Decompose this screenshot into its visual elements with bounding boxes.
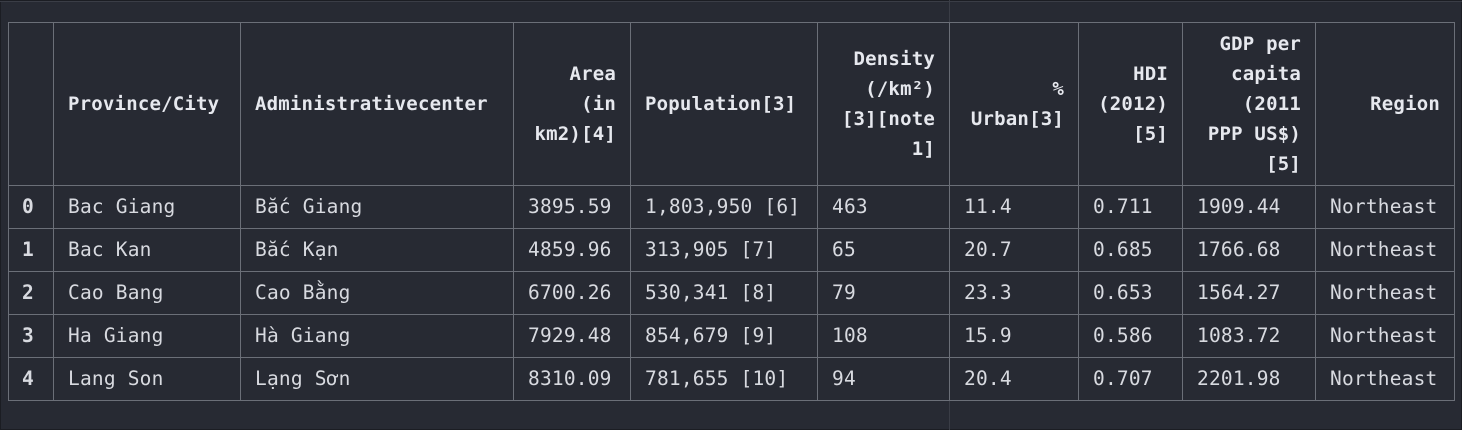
table-cell: 781,655 [10]: [630, 357, 818, 401]
header-line: (/km²): [865, 78, 935, 100]
table-cell: Bac Giang: [53, 185, 241, 229]
column-header: Population[3]: [630, 22, 818, 186]
table-cell: 23.3: [949, 271, 1079, 315]
table-cell: Ha Giang: [53, 314, 241, 358]
table-cell: 463: [817, 185, 950, 229]
table-row: 2 Cao Bang Cao Bằng 6700.26 530,341 [8] 79 23.…: [8, 271, 1455, 315]
table-cell: 0.586: [1078, 314, 1183, 358]
column-header: Region: [1315, 22, 1455, 186]
header-line: capita: [1231, 63, 1301, 85]
row-index: 1: [8, 228, 54, 272]
table-cell: 0.711: [1078, 185, 1183, 229]
row-index: 2: [8, 271, 54, 315]
header-line: 1]: [911, 138, 935, 160]
column-header: Density (/km²) [3][note 1]: [817, 22, 950, 186]
table-cell: 20.7: [949, 228, 1079, 272]
column-header: % Urban[3]: [949, 22, 1079, 186]
table-cell: 11.4: [949, 185, 1079, 229]
table-cell: 313,905 [7]: [630, 228, 818, 272]
table-cell: 94: [817, 357, 950, 401]
table-cell: 1909.44: [1182, 185, 1316, 229]
header-line: [5]: [1266, 153, 1301, 175]
table-cell: Cao Bằng: [240, 271, 514, 315]
header-line: Urban[3]: [970, 108, 1064, 130]
header-line: %: [1052, 78, 1064, 100]
header-line: HDI: [1133, 63, 1168, 85]
table-cell: 0.707: [1078, 357, 1183, 401]
table-cell: Northeast: [1315, 357, 1455, 401]
table-cell: 530,341 [8]: [630, 271, 818, 315]
column-header: Area (in km2)[4]: [513, 22, 631, 186]
table-cell: 8310.09: [513, 357, 631, 401]
row-index: 3: [8, 314, 54, 358]
table-row: 3 Ha Giang Hà Giang 7929.48 854,679 [9] 108 15…: [8, 314, 1455, 358]
table-cell: Northeast: [1315, 228, 1455, 272]
table-row: 1 Bac Kan Bắc Kạn 4859.96 313,905 [7] 65 20.7 0…: [8, 228, 1455, 272]
table-cell: 0.685: [1078, 228, 1183, 272]
table-cell: 108: [817, 314, 950, 358]
column-header: Administrativecenter: [240, 22, 514, 186]
header-line: GDP per: [1219, 33, 1301, 55]
header-line: km2)[4]: [534, 123, 616, 145]
table-cell: Northeast: [1315, 185, 1455, 229]
column-header: Province/City: [53, 22, 241, 186]
table-cell: 4859.96: [513, 228, 631, 272]
dataframe-table: Province/City Administrativecenter Area …: [8, 22, 1455, 401]
table-cell: 1564.27: [1182, 271, 1316, 315]
table-cell: 2201.98: [1182, 357, 1316, 401]
header-row: Province/City Administrativecenter Area …: [8, 22, 1455, 186]
table-cell: 3895.59: [513, 185, 631, 229]
header-line: (2012): [1098, 93, 1168, 115]
table-cell: Lang Son: [53, 357, 241, 401]
table-row: 4 Lang Son Lạng Sơn 8310.09 781,655 [10] 94 20…: [8, 357, 1455, 401]
table-cell: 854,679 [9]: [630, 314, 818, 358]
header-line: PPP US$): [1207, 123, 1301, 145]
column-header: GDP per capita (2011 PPP US$) [5]: [1182, 22, 1316, 186]
table-row: 0 Bac Giang Bắc Giang 3895.59 1,803,950 [6] 4…: [8, 185, 1455, 229]
header-line: (in: [581, 93, 616, 115]
row-index: 4: [8, 357, 54, 401]
table-cell: 1,803,950 [6]: [630, 185, 818, 229]
table-cell: 1766.68: [1182, 228, 1316, 272]
table-cell: Hà Giang: [240, 314, 514, 358]
row-index: 0: [8, 185, 54, 229]
header-line: [3][note: [841, 108, 935, 130]
table-cell: Lạng Sơn: [240, 357, 514, 401]
table-cell: 7929.48: [513, 314, 631, 358]
table-cell: 79: [817, 271, 950, 315]
header-line: (2011: [1242, 93, 1301, 115]
table-cell: 65: [817, 228, 950, 272]
table-cell: Northeast: [1315, 314, 1455, 358]
table-cell: Northeast: [1315, 271, 1455, 315]
header-line: Area: [569, 63, 616, 85]
table-cell: 20.4: [949, 357, 1079, 401]
table-cell: 0.653: [1078, 271, 1183, 315]
header-line: Density: [853, 48, 935, 70]
table-cell: Bac Kan: [53, 228, 241, 272]
table-cell: 15.9: [949, 314, 1079, 358]
table-cell: Cao Bang: [53, 271, 241, 315]
column-header: HDI (2012) [5]: [1078, 22, 1183, 186]
index-header: [8, 22, 54, 186]
table-cell: 6700.26: [513, 271, 631, 315]
header-line: [5]: [1133, 123, 1168, 145]
top-divider: [0, 1, 1462, 2]
table-cell: Bắc Giang: [240, 185, 514, 229]
table-cell: Bắc Kạn: [240, 228, 514, 272]
table-cell: 1083.72: [1182, 314, 1316, 358]
